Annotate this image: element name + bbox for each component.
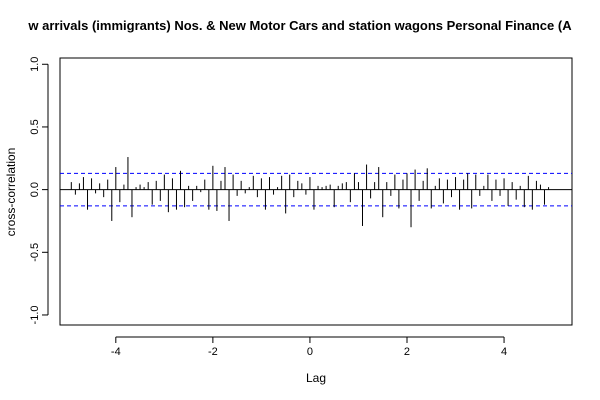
y-tick-label: 1.0 [29, 57, 41, 72]
y-tick-label: 0.0 [29, 182, 41, 197]
bars [70, 157, 550, 228]
x-tick-label: 0 [307, 346, 313, 358]
y-axis: -1.0 -0.5 0.0 0.5 1.0 [29, 57, 49, 324]
y-tick-label: -1.0 [29, 305, 41, 324]
x-tick-label: -4 [111, 346, 121, 358]
y-tick-label: 0.5 [29, 119, 41, 134]
y-axis-label: cross-correlation [4, 148, 18, 237]
confidence-bands [60, 172, 572, 207]
chart-title: w arrivals (immigrants) Nos. & New Motor… [27, 18, 572, 33]
x-axis-label: Lag [306, 371, 326, 385]
x-tick-label: -2 [208, 346, 218, 358]
plot-frame [59, 57, 573, 326]
x-tick-label: 4 [501, 346, 507, 358]
x-axis: -4 -2 0 2 4 [111, 336, 507, 358]
y-tick-label: -0.5 [29, 243, 41, 262]
x-tick-label: 2 [404, 346, 410, 358]
